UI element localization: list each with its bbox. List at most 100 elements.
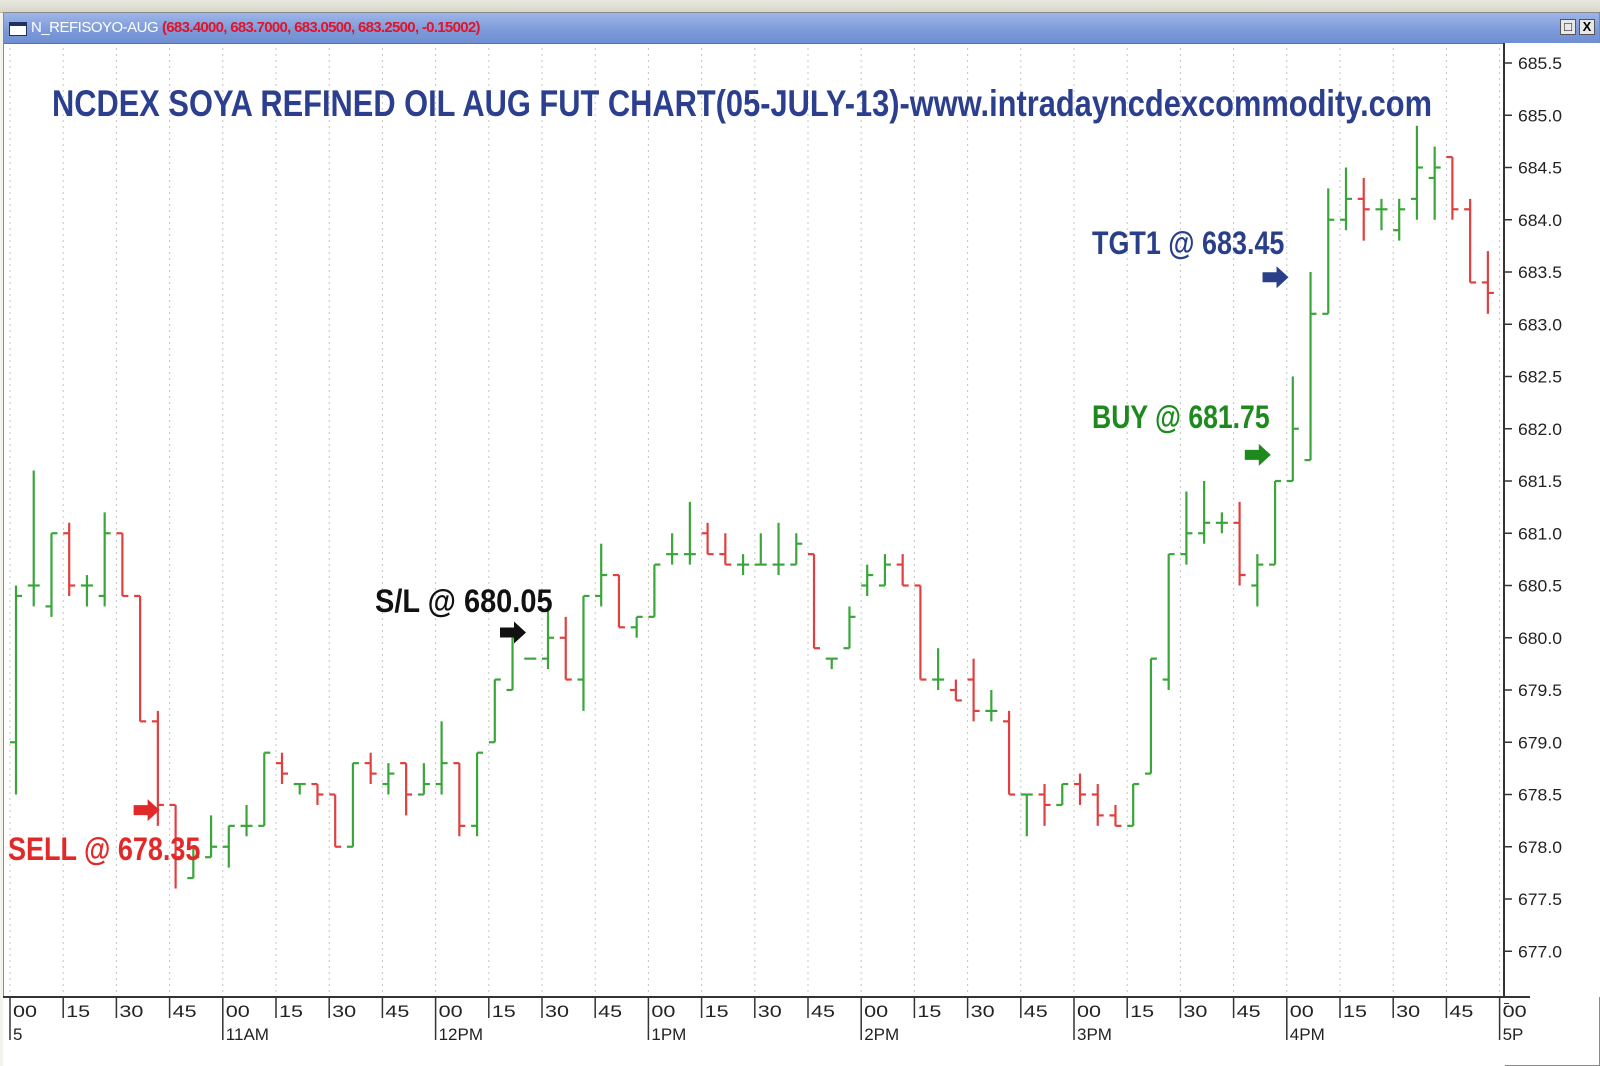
time-tick-label: 45 [1449,1002,1473,1021]
ohlc-bar [453,762,466,837]
ohlc-bar [1269,479,1282,566]
price-axis-panel [1504,43,1600,997]
ohlc-bar [400,762,413,816]
restore-button[interactable]: □ [1560,19,1576,35]
ohlc-bar [1357,177,1370,241]
ohlc-bar [417,763,430,796]
ohlc-bar [1215,512,1228,534]
time-tick-label: 15 [1130,1002,1154,1021]
session-label: 5 [13,1025,22,1044]
price-tick-label: 677.5 [1518,890,1562,909]
time-tick-label: 00 [1290,1002,1314,1021]
chart-window-titlebar[interactable]: N_REFISOYO-AUG (683.4000, 683.7000, 683.… [4,13,1599,44]
ohlc-bar [222,824,235,868]
time-tick-label: 15 [492,1002,516,1021]
ohlc-bar [595,543,608,607]
ohlc-bar [169,803,182,889]
time-tick-label: 00 [864,1002,888,1021]
ohlc-bar [80,575,93,607]
ohlc-bar [825,657,838,670]
ohlc-bar [1180,491,1193,565]
chart-window: N_REFISOYO-AUG (683.4000, 683.7000, 683.… [3,12,1600,1066]
trade-label: BUY @ 681.75 [1092,399,1270,435]
session-label: 2PM [864,1025,899,1044]
ohlc-bar [98,512,111,607]
price-tick-label: 682.5 [1518,368,1562,387]
ohlc-bar [1322,188,1335,315]
time-tick-label: 45 [598,1002,622,1021]
ohlc-bar [1233,501,1246,586]
arrow-right-icon [1244,443,1271,466]
ohlc-bar [1003,710,1016,796]
time-tick-label: 15 [279,1002,303,1021]
price-tick-label: 679.5 [1518,681,1562,700]
time-tick-label: 45 [1024,1002,1048,1021]
ohlc-bar [151,710,164,826]
price-tick-label: 682.0 [1518,420,1562,439]
session-label: 3PM [1077,1025,1112,1044]
ohlc-bar [1340,167,1352,231]
price-tick-label: 684.5 [1518,159,1562,178]
ohlc-bar [737,554,750,576]
ohlc-bar [1393,198,1406,241]
price-tick-label: 684.0 [1518,211,1562,230]
ohlc-bar [1464,198,1477,284]
price-tick-label: 680.0 [1518,629,1562,648]
ohlc-bar [648,563,661,618]
price-tick-label: 683.5 [1518,263,1562,282]
time-tick-label: 00 [439,1002,463,1021]
ohlc-bar [878,554,891,587]
time-tick-label: 45 [385,1002,409,1021]
ohlc-bar [790,533,803,566]
trade-label: SELL @ 678.35 [8,831,200,867]
ohlc-bar [1056,782,1069,807]
time-tick-label: 30 [1396,1002,1420,1021]
time-tick-label: 15 [1343,1002,1367,1021]
time-tick-label: 30 [758,1002,782,1021]
ohlc-bar [932,648,945,690]
ohlc-bar [1375,198,1388,231]
ohlc-bar [346,762,359,848]
ohlc-bar [258,751,271,827]
arrow-right-icon [133,799,160,822]
ohlc-bar [1410,125,1423,220]
ohlc-bar [1198,481,1211,544]
price-tick-label: 678.0 [1518,838,1562,857]
ohlc-bar [276,752,288,785]
ohlc-bar [1038,784,1051,826]
ohlc-bar [754,533,767,566]
price-tick-label: 685.0 [1518,106,1562,125]
time-tick-label: 00 [1077,1002,1101,1021]
ohlc-bar [1428,146,1441,220]
ohlc-bar [205,815,218,859]
trade-label: TGT1 @ 683.45 [1092,225,1284,261]
session-label: 1PM [651,1025,686,1044]
time-axis-panel [3,996,1505,1066]
price-axis: 685.5 685.0 684.5 684.0 683.5 683.0 682.5 682.0… [1504,54,1562,1004]
ohlc-bar [1109,804,1122,827]
ohlc-bar [719,533,732,566]
time-tick-label: 45 [1237,1002,1261,1021]
time-tick-label: 15 [917,1002,941,1021]
ohlc-bar [985,690,998,722]
ohlc-bar [1074,773,1086,805]
time-tick-label: 00 [13,1002,37,1021]
ohlc-bar [1304,272,1317,462]
time-tick-label: 00 [1503,1002,1527,1021]
ohlc-bar [506,636,519,692]
ohlc-bar [63,522,76,596]
ohlc-bar [1251,554,1264,607]
time-axis: 00 15 30 45 00 15 30 45 00 15 30 45 00 15 30 45 00 15 30 45… [9,997,1527,1044]
price-tick-label: 680.5 [1518,577,1562,596]
time-tick-label: 00 [651,1002,675,1021]
close-button[interactable]: X [1579,19,1595,35]
ohlc-bar [666,533,679,565]
ohlc-bar [45,532,58,617]
arrow-right-icon [1262,266,1289,289]
ohlc-bar [471,751,484,837]
ohlc-bar [701,522,714,556]
ohlc-bar [612,573,625,629]
ohlc-bar [311,782,324,805]
time-tick-label: 30 [119,1002,143,1021]
ohlc-bar [542,606,554,670]
